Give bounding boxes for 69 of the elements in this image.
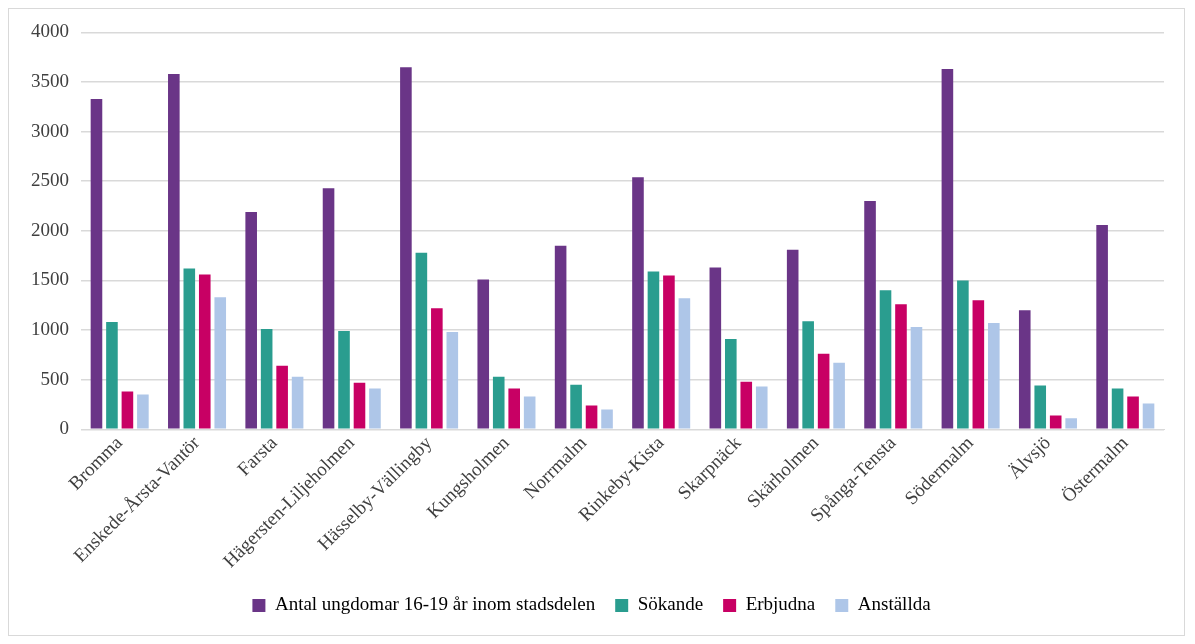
bar (338, 331, 350, 429)
bar (291, 376, 304, 429)
bar (245, 211, 257, 429)
bar (431, 308, 443, 429)
y-tick-label: 4000 (31, 20, 69, 42)
bar (183, 268, 196, 429)
bar (492, 376, 505, 429)
y-tick-label: 3000 (31, 119, 69, 141)
bar (168, 74, 180, 429)
y-tick-label: 0 (59, 417, 69, 439)
y-tick-label: 2500 (31, 169, 69, 191)
bar (910, 327, 923, 429)
bar (1018, 310, 1031, 429)
bar (570, 384, 582, 429)
bar (106, 322, 118, 429)
bar (400, 67, 412, 429)
bar (523, 396, 536, 429)
bar (833, 362, 845, 429)
bar (1049, 415, 1062, 429)
bar (322, 188, 335, 429)
bar (585, 405, 598, 429)
bar (446, 332, 459, 429)
bar (214, 297, 227, 429)
bar (957, 280, 969, 429)
bar (663, 275, 675, 429)
bar (554, 245, 567, 429)
bar (632, 177, 644, 429)
y-tick-label: 1500 (31, 268, 69, 290)
bar (477, 279, 490, 429)
legend-label: Sökande (637, 593, 704, 615)
bar (276, 365, 288, 429)
bar (647, 271, 660, 429)
bar (508, 388, 520, 429)
legend-label: Erbjudna (745, 593, 816, 615)
bar (1127, 396, 1139, 429)
bar (198, 274, 211, 429)
bar (740, 381, 753, 429)
bar (879, 290, 892, 429)
bar (709, 267, 722, 429)
legend-label: Antal ungdomar 16-19 år inom stadsdelen (274, 593, 596, 615)
bar (415, 252, 428, 429)
bar (1111, 388, 1124, 429)
bar (369, 388, 381, 429)
bar (1142, 403, 1155, 429)
legend-label: Anställda (857, 593, 932, 615)
bar (972, 300, 985, 429)
bar (802, 321, 814, 429)
bar (353, 382, 366, 429)
y-tick-label: 1000 (31, 318, 69, 340)
bar (1034, 385, 1047, 429)
bar (895, 304, 907, 429)
bar (260, 329, 273, 429)
bar (601, 409, 613, 429)
bar (988, 323, 1000, 429)
bar (1096, 224, 1108, 429)
bar (786, 249, 799, 429)
bar (1065, 418, 1077, 429)
y-tick-label: 500 (40, 367, 69, 389)
bar (755, 386, 768, 429)
bar (725, 338, 737, 429)
bar (90, 98, 103, 429)
bar (817, 353, 830, 429)
bar (941, 69, 954, 429)
y-tick-label: 2000 (31, 218, 69, 240)
bar (121, 391, 134, 429)
bar (678, 298, 691, 429)
bar (137, 394, 149, 429)
bar (864, 201, 876, 429)
y-tick-label: 3500 (31, 69, 69, 91)
